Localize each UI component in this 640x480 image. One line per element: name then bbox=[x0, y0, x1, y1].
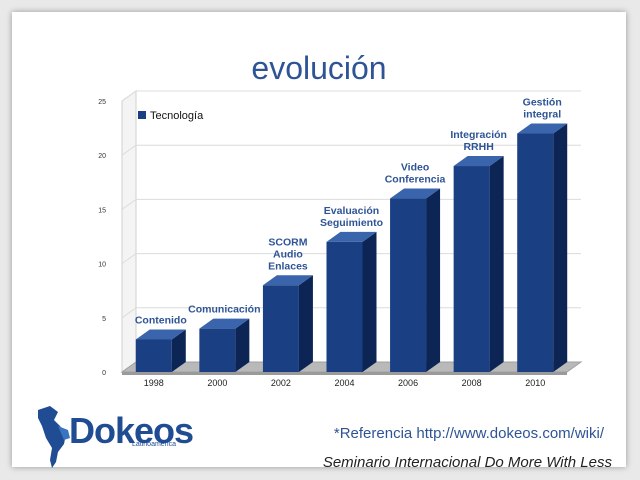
bar bbox=[262, 285, 299, 372]
bar-annotation: integral bbox=[523, 109, 561, 121]
x-tick-label: 2002 bbox=[271, 378, 291, 388]
y-tick-label: 15 bbox=[98, 207, 106, 214]
bar-annotation: Contenido bbox=[135, 314, 187, 326]
reference-link[interactable]: *Referencia http://www.dokeos.com/wiki/ bbox=[333, 425, 604, 442]
bar-annotation: Comunicación bbox=[188, 304, 260, 316]
bar-side bbox=[298, 275, 313, 372]
americas-map-icon bbox=[38, 406, 70, 468]
footer-text: Seminario Internacional Do More With Les… bbox=[322, 454, 612, 471]
y-tick-label: 20 bbox=[98, 153, 106, 160]
bar-side bbox=[426, 188, 441, 372]
legend-label: Tecnología bbox=[150, 110, 204, 122]
chart-floor-edge bbox=[122, 372, 567, 375]
bar-side bbox=[553, 123, 568, 373]
x-tick-label: 1998 bbox=[144, 378, 164, 388]
bar bbox=[326, 241, 363, 372]
bar-top bbox=[135, 329, 186, 340]
bar bbox=[199, 328, 236, 372]
bar-annotation: SCORM bbox=[268, 236, 307, 248]
gridline bbox=[121, 144, 581, 156]
x-tick-label: 2008 bbox=[462, 378, 482, 388]
x-tick-label: 2004 bbox=[334, 378, 354, 388]
bar-annotation: Seguimiento bbox=[320, 217, 383, 229]
bar-annotation: Enlaces bbox=[268, 260, 308, 272]
bar-side bbox=[489, 156, 504, 372]
bar-annotation: Evaluación bbox=[324, 205, 379, 217]
bar bbox=[135, 339, 172, 372]
x-tick-label: 2000 bbox=[207, 378, 227, 388]
bar-annotation: Audio bbox=[273, 248, 303, 260]
bar-top bbox=[199, 318, 250, 329]
bar-chart: 0 5 10 15 20 25 1998 Contenido 2000 Comunicación 2… bbox=[98, 90, 583, 388]
x-tick-label: 2010 bbox=[525, 378, 545, 388]
bar bbox=[453, 166, 490, 372]
logo-text: Dokeos bbox=[69, 410, 194, 451]
gridline bbox=[121, 90, 581, 102]
dokeos-logo: Dokeos Latinoamérica bbox=[36, 404, 194, 470]
slide: evolución 0 5 10 15 20 25 1998 Contenido 2000 Com… bbox=[12, 12, 626, 471]
bar-annotation: Integración bbox=[450, 129, 507, 141]
y-tick-label: 0 bbox=[102, 370, 106, 377]
y-tick-label: 25 bbox=[98, 99, 106, 106]
bar-annotation: Video bbox=[401, 162, 429, 174]
x-tick-label: 2006 bbox=[398, 378, 418, 388]
bar-annotation: RRHH bbox=[463, 141, 493, 153]
bar-side bbox=[362, 231, 377, 372]
legend-swatch bbox=[138, 111, 146, 119]
bar bbox=[390, 198, 427, 372]
bar bbox=[517, 133, 554, 372]
bar-annotation: Conferencia bbox=[385, 174, 446, 186]
logo-subtitle: Latinoamérica bbox=[132, 441, 176, 448]
bar-top bbox=[517, 123, 568, 134]
bar-top bbox=[262, 275, 313, 286]
bar-top bbox=[326, 231, 377, 242]
bar-side bbox=[171, 329, 186, 372]
chart-wall bbox=[121, 90, 137, 373]
bar-top bbox=[453, 156, 504, 167]
y-tick-label: 10 bbox=[98, 262, 106, 269]
y-tick-label: 5 bbox=[102, 316, 106, 323]
bar-annotation: Gestión bbox=[523, 97, 562, 109]
slide-title: evolución bbox=[251, 50, 387, 86]
bar-top bbox=[390, 188, 441, 199]
bar-side bbox=[235, 318, 250, 372]
